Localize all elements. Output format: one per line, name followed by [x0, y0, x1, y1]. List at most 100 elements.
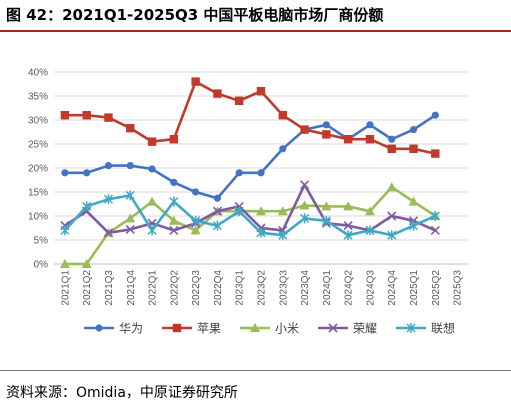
- x-tick-label: 2024Q2: [344, 270, 355, 306]
- data-point: [365, 135, 375, 144]
- data-point: [83, 169, 91, 177]
- data-point: [277, 206, 288, 216]
- x-tick-label: 2022Q3: [191, 270, 202, 306]
- legend-item: 联想: [396, 321, 455, 336]
- x-tick-label: 2022Q2: [169, 270, 180, 306]
- series-line: [64, 114, 437, 200]
- data-point: [59, 259, 70, 268]
- data-point: [256, 87, 266, 96]
- y-tick-label: 10%: [28, 212, 48, 223]
- data-point: [321, 201, 332, 211]
- data-point: [278, 230, 288, 241]
- legend-item: 小米: [240, 322, 299, 336]
- x-tick-label: 2025Q2: [431, 270, 442, 306]
- data-point: [170, 178, 178, 186]
- data-point: [168, 215, 179, 225]
- y-tick-label: 30%: [28, 116, 48, 127]
- data-point: [148, 165, 156, 173]
- data-point: [103, 194, 114, 205]
- data-point: [82, 201, 92, 212]
- y-tick-label: 15%: [28, 188, 48, 199]
- data-point: [299, 200, 310, 210]
- data-point: [257, 169, 265, 177]
- data-point: [322, 130, 331, 139]
- series-line: [63, 194, 436, 237]
- data-point: [212, 220, 222, 231]
- data-point: [386, 182, 397, 192]
- y-tick-label: 0%: [34, 260, 49, 271]
- data-point: [60, 225, 70, 236]
- data-point: [343, 221, 353, 231]
- data-point: [191, 77, 200, 86]
- data-point: [60, 111, 70, 120]
- data-point: [300, 125, 309, 134]
- legend-item: 苹果: [162, 322, 221, 336]
- data-point: [125, 190, 135, 201]
- series-line: [64, 80, 436, 155]
- data-point: [365, 225, 375, 236]
- legend-marker: [95, 324, 103, 332]
- y-tick-label: 20%: [28, 164, 48, 175]
- data-point: [343, 201, 354, 211]
- legend-item: 华为: [84, 322, 143, 336]
- series-1: [61, 111, 439, 202]
- data-point: [387, 144, 396, 153]
- legend-label: 小米: [275, 322, 299, 336]
- data-point: [408, 220, 419, 231]
- data-point: [409, 144, 418, 153]
- x-tick-label: 2021Q2: [82, 270, 93, 306]
- legend-marker: [250, 323, 260, 332]
- data-point: [147, 225, 157, 236]
- data-point: [408, 196, 419, 206]
- data-point: [364, 206, 375, 216]
- source-note: 资料来源：Omidia，中原证券研究所: [6, 385, 238, 401]
- y-tick-label: 5%: [34, 236, 49, 247]
- x-tick-label: 2022Q1: [148, 270, 159, 306]
- x-tick-label: 2025Q1: [409, 270, 420, 306]
- x-tick-label: 2021Q1: [60, 270, 71, 306]
- x-tick-label: 2022Q4: [213, 270, 224, 306]
- legend-marker: [328, 323, 338, 333]
- data-point: [430, 225, 440, 235]
- data-point: [256, 206, 266, 216]
- data-point: [235, 96, 244, 105]
- data-point: [104, 162, 113, 170]
- x-tick-label: 2023Q1: [235, 270, 246, 306]
- x-tick-label: 2024Q4: [387, 270, 398, 306]
- data-point: [300, 180, 310, 190]
- legend-item: 荣耀: [318, 322, 377, 336]
- series-line: [64, 185, 437, 266]
- y-axis-ticks: 0% 5% 10% 15% 20% 25% 30% 35% 40%: [28, 68, 48, 271]
- data-point: [300, 213, 310, 224]
- data-point: [387, 211, 397, 221]
- data-point: [321, 215, 331, 226]
- x-tick-label: 2021Q3: [104, 270, 115, 306]
- data-point: [212, 206, 222, 216]
- x-tick-label: 2025Q3: [453, 270, 464, 306]
- data-point: [169, 135, 179, 144]
- data-point: [81, 259, 92, 268]
- series-2: [60, 77, 440, 158]
- data-point: [192, 188, 200, 196]
- data-point: [409, 126, 418, 134]
- data-point: [126, 123, 135, 133]
- legend-label: 苹果: [197, 322, 221, 336]
- data-point: [387, 230, 397, 241]
- legend-marker: [406, 323, 416, 333]
- data-point: [234, 206, 244, 217]
- source-divider: [0, 370, 511, 371]
- data-point: [431, 111, 439, 119]
- legend-label: 联想: [431, 321, 455, 336]
- data-point: [125, 213, 136, 223]
- series-lines: [59, 77, 441, 268]
- x-tick-label: 2023Q2: [257, 270, 268, 306]
- data-point: [147, 196, 158, 206]
- data-point: [388, 135, 396, 143]
- x-tick-label: 2023Q3: [278, 270, 289, 306]
- data-point: [322, 121, 330, 129]
- data-point: [126, 162, 134, 170]
- data-point: [431, 149, 440, 158]
- legend-label: 华为: [119, 322, 143, 336]
- line-chart: 0%5%10%15%20%25%30%35%40% 2021Q1 2021Q2 20…: [28, 68, 468, 336]
- series-3: [59, 182, 441, 268]
